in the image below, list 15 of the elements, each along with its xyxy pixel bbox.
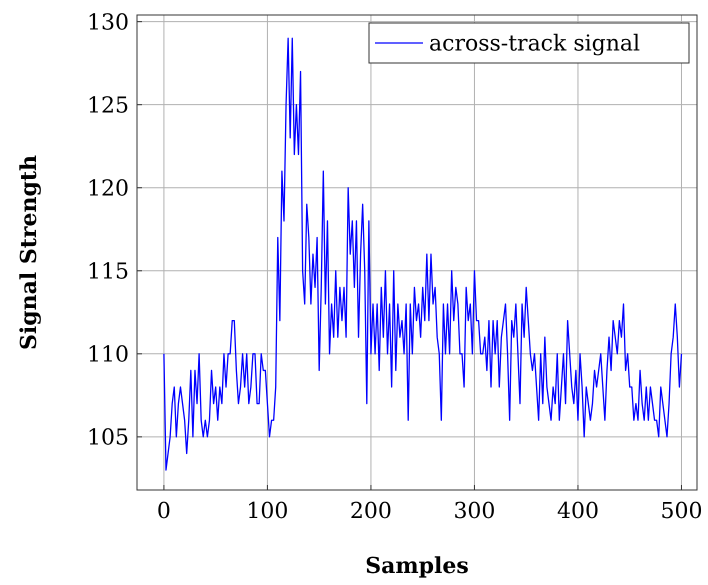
x-tick-label: 300 [453, 499, 496, 524]
y-tick-label: 105 [87, 426, 129, 451]
y-tick-label: 120 [87, 176, 129, 202]
y-axis-title: Signal Strength [16, 154, 42, 350]
legend-label: across-track signal [429, 32, 640, 57]
x-axis-title: Samples [365, 553, 469, 579]
y-tick-label: 115 [87, 259, 129, 284]
x-tick-label: 400 [556, 499, 599, 524]
x-tick-label: 0 [156, 499, 171, 524]
y-tick-label: 130 [87, 10, 129, 36]
y-tick-label: 110 [87, 342, 129, 368]
x-tick-label: 100 [246, 499, 288, 524]
x-tick-label: 500 [660, 499, 702, 524]
y-tick-label: 125 [87, 93, 129, 118]
x-tick-label: 200 [350, 499, 392, 524]
